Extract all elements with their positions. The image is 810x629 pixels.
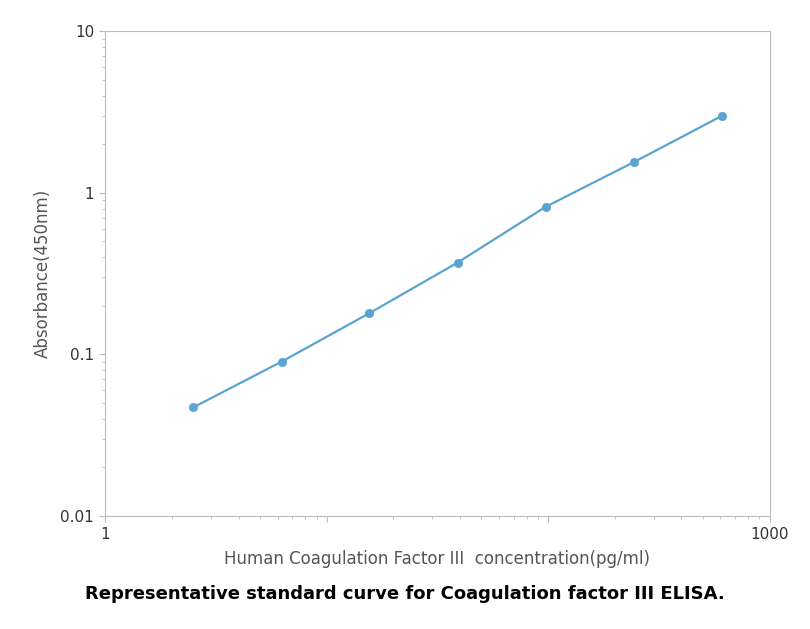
X-axis label: Human Coagulation Factor III  concentration(pg/ml): Human Coagulation Factor III concentrati… [224, 550, 650, 568]
Y-axis label: Absorbance(450nm): Absorbance(450nm) [34, 189, 52, 359]
Text: Representative standard curve for Coagulation factor III ELISA.: Representative standard curve for Coagul… [85, 586, 725, 603]
